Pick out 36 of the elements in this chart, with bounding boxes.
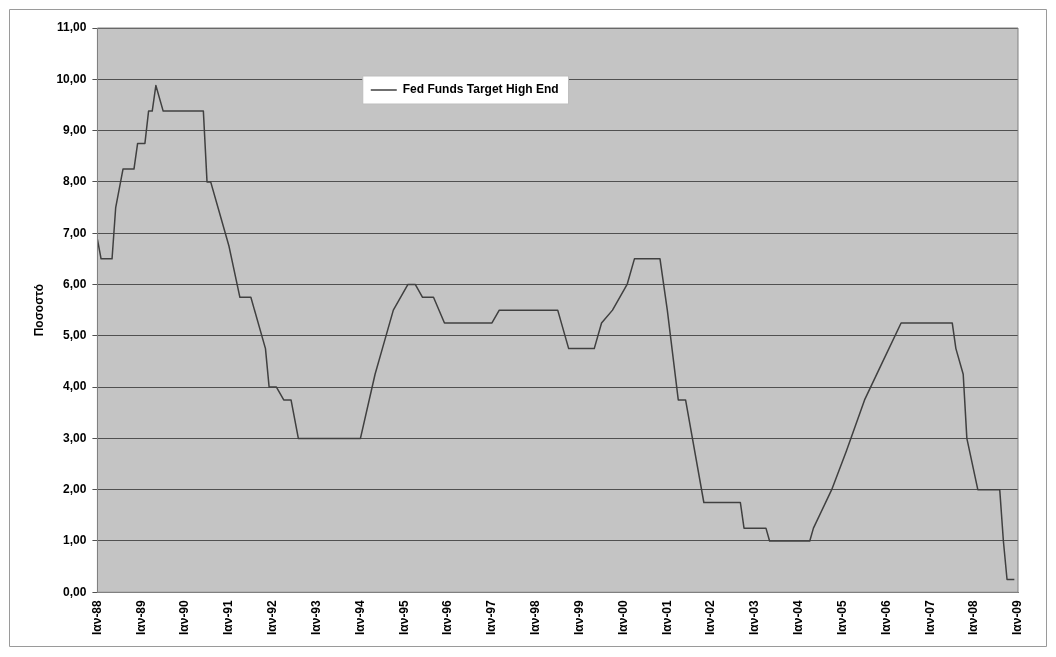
x-tick-label: Ιαν-00 — [615, 599, 630, 636]
x-tick-label: Ιαν-01 — [659, 599, 674, 636]
y-axis-title: Ποσοστό — [31, 283, 46, 337]
x-tick-label: Ιαν-99 — [571, 599, 586, 636]
x-tick-label: Ιαν-91 — [221, 599, 236, 636]
x-tick-label: Ιαν-89 — [133, 599, 148, 636]
x-tick-label: Ιαν-03 — [747, 599, 762, 636]
y-tick-label: 1,00 — [63, 533, 87, 548]
x-tick-label: Ιαν-06 — [878, 599, 893, 636]
x-tick-label: Ιαν-88 — [89, 599, 104, 636]
legend-label: Fed Funds Target High End — [402, 82, 559, 97]
y-tick-label: 3,00 — [63, 430, 87, 445]
x-tick-label: Ιαν-90 — [177, 599, 192, 636]
x-tick-label: Ιαν-96 — [440, 599, 455, 636]
x-tick-label: Ιαν-08 — [966, 599, 981, 636]
x-tick-label: Ιαν-93 — [308, 599, 323, 636]
x-tick-label: Ιαν-94 — [352, 599, 367, 636]
y-tick-label: 0,00 — [63, 584, 87, 599]
y-tick-label: 6,00 — [63, 276, 87, 291]
y-tick-label: 2,00 — [63, 481, 87, 496]
y-tick-label: 5,00 — [63, 328, 87, 343]
y-tick-label: 8,00 — [63, 174, 87, 189]
x-tick-label: Ιαν-92 — [265, 599, 280, 636]
x-tick-label: Ιαν-04 — [791, 599, 806, 636]
y-tick-label: 11,00 — [57, 20, 87, 35]
x-tick-label: Ιαν-07 — [922, 599, 937, 636]
x-tick-label: Ιαν-97 — [484, 599, 499, 636]
x-tick-label: Ιαν-09 — [1010, 599, 1025, 636]
y-tick-label: 7,00 — [63, 225, 87, 240]
y-tick-label: 10,00 — [56, 71, 87, 86]
y-tick-label: 9,00 — [63, 122, 87, 137]
x-tick-label: Ιαν-98 — [528, 599, 543, 636]
x-tick-label: Ιαν-95 — [396, 599, 411, 636]
y-tick-label: 4,00 — [63, 379, 87, 394]
x-tick-label: Ιαν-05 — [834, 599, 849, 636]
x-tick-label: Ιαν-02 — [703, 599, 718, 636]
